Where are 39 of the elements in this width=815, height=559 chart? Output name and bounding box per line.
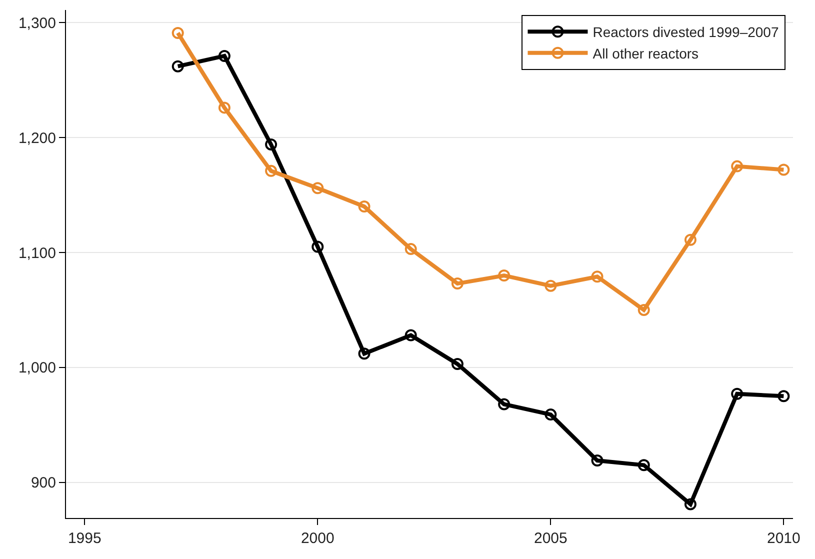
y-tick-label: 1,000 xyxy=(18,360,56,377)
legend-label: All other reactors xyxy=(592,45,699,62)
point xyxy=(731,388,744,400)
y-tick-label: 900 xyxy=(30,474,56,492)
point xyxy=(498,269,510,282)
x-tick-label: 1995 xyxy=(68,530,102,547)
point xyxy=(451,278,464,290)
point xyxy=(218,50,230,62)
point xyxy=(312,182,324,194)
y-tick-label: 1,200 xyxy=(18,130,56,147)
point xyxy=(591,270,604,283)
x-tick-label: 2005 xyxy=(534,530,568,547)
point xyxy=(638,304,650,316)
point xyxy=(404,243,417,256)
point xyxy=(731,160,744,172)
point xyxy=(778,164,790,176)
point xyxy=(218,102,230,114)
y-tick-label: 1,100 xyxy=(18,244,56,262)
point xyxy=(265,138,278,150)
point xyxy=(778,390,790,402)
legend-label: Reactors divested 1999–2007 xyxy=(592,24,779,40)
point xyxy=(684,234,696,246)
point xyxy=(591,454,604,467)
point xyxy=(638,459,650,472)
point xyxy=(172,60,184,72)
point xyxy=(312,240,324,253)
point xyxy=(451,358,464,370)
point xyxy=(498,398,510,410)
point xyxy=(172,26,184,39)
point xyxy=(404,329,417,342)
point xyxy=(358,348,370,360)
x-tick-label: 2000 xyxy=(300,530,334,547)
point xyxy=(544,408,557,421)
y-tick-label: 1,300 xyxy=(18,14,56,32)
point xyxy=(684,498,696,510)
x-tick-label: 2010 xyxy=(766,530,800,547)
point xyxy=(358,200,370,213)
point xyxy=(265,164,278,177)
point xyxy=(544,280,557,292)
